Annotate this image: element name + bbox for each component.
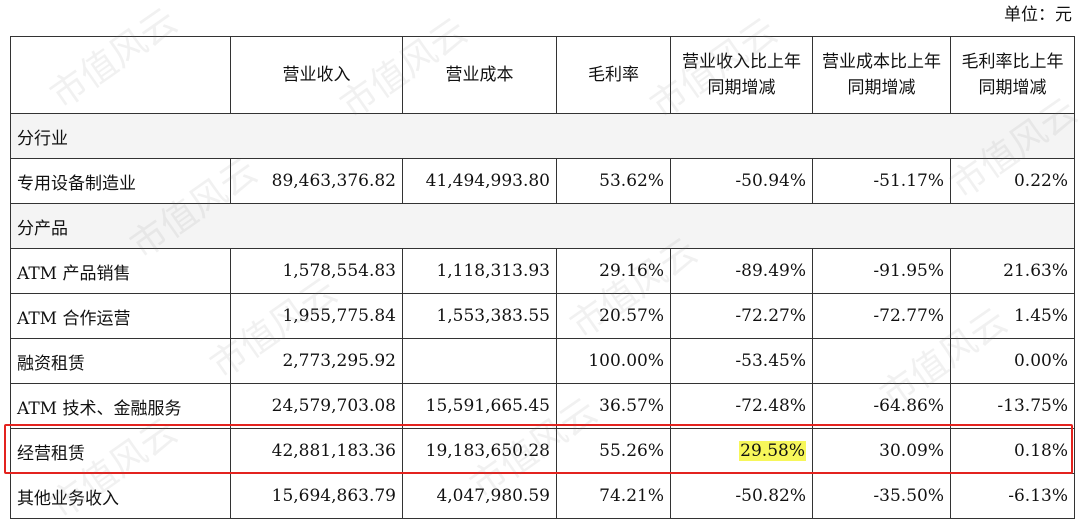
cell-cost-yoy: -91.95% bbox=[812, 248, 951, 294]
unit-note: 单位：元 bbox=[1004, 5, 1072, 25]
cell-revenue-yoy: 29.58% bbox=[670, 428, 813, 474]
header-cell-revenue: 营业收入 bbox=[230, 36, 403, 114]
table-row: 其他业务收入 15,694,863.79 4,047,980.59 74.21%… bbox=[10, 473, 1075, 519]
cell-cost-yoy: -35.50% bbox=[812, 473, 951, 519]
section-title: 分行业 bbox=[10, 113, 1075, 159]
cell-revenue-yoy: -72.48% bbox=[670, 383, 813, 429]
cell-gross-margin: 20.57% bbox=[556, 293, 671, 339]
cell-revenue-yoy: -72.27% bbox=[670, 293, 813, 339]
cell-cost: 41,494,993.80 bbox=[402, 158, 557, 204]
cell-cost: 4,047,980.59 bbox=[402, 473, 557, 519]
highlighted-value: 29.58% bbox=[739, 441, 806, 461]
row-label: 专用设备制造业 bbox=[10, 158, 231, 204]
header-cell-cost-yoy: 营业成本比上年同期增减 bbox=[812, 36, 951, 114]
row-label: 融资租赁 bbox=[10, 338, 231, 384]
cell-gross-margin: 36.57% bbox=[556, 383, 671, 429]
cell-margin-yoy: 1.45% bbox=[950, 293, 1075, 339]
cell-margin-yoy: -13.75% bbox=[950, 383, 1075, 429]
section-row-product: 分产品 bbox=[10, 203, 1075, 249]
cell-cost-yoy: 30.09% bbox=[812, 428, 951, 474]
cell-margin-yoy: 21.63% bbox=[950, 248, 1075, 294]
header-cell-label bbox=[10, 36, 231, 114]
cell-revenue: 2,773,295.92 bbox=[230, 338, 403, 384]
cell-margin-yoy: 0.18% bbox=[950, 428, 1075, 474]
section-title: 分产品 bbox=[10, 203, 1075, 249]
cell-revenue: 1,955,775.84 bbox=[230, 293, 403, 339]
cell-revenue-yoy: -50.94% bbox=[670, 158, 813, 204]
cell-margin-yoy: 0.00% bbox=[950, 338, 1075, 384]
cell-cost: 19,183,650.28 bbox=[402, 428, 557, 474]
cell-cost: 1,118,313.93 bbox=[402, 248, 557, 294]
section-row-industry: 分行业 bbox=[10, 113, 1075, 159]
cell-margin-yoy: 0.22% bbox=[950, 158, 1075, 204]
table-row: 专用设备制造业 89,463,376.82 41,494,993.80 53.6… bbox=[10, 158, 1075, 204]
header-row: 营业收入 营业成本 毛利率 营业收入比上年同期增减 营业成本比上年同期增减 毛利… bbox=[10, 36, 1075, 114]
cell-revenue: 1,578,554.83 bbox=[230, 248, 403, 294]
cell-cost-yoy: -51.17% bbox=[812, 158, 951, 204]
cell-gross-margin: 53.62% bbox=[556, 158, 671, 204]
cell-margin-yoy: -6.13% bbox=[950, 473, 1075, 519]
cell-revenue: 42,881,183.36 bbox=[230, 428, 403, 474]
cell-cost-yoy bbox=[812, 338, 951, 384]
row-label: 其他业务收入 bbox=[10, 473, 231, 519]
header-cell-gross-margin: 毛利率 bbox=[556, 36, 671, 114]
cell-cost: 1,553,383.55 bbox=[402, 293, 557, 339]
cell-revenue: 89,463,376.82 bbox=[230, 158, 403, 204]
cell-revenue-yoy: -50.82% bbox=[670, 473, 813, 519]
header-cell-cost: 营业成本 bbox=[402, 36, 557, 114]
row-label: 经营租赁 bbox=[10, 428, 231, 474]
cell-revenue-yoy: -53.45% bbox=[670, 338, 813, 384]
cell-cost: 15,591,665.45 bbox=[402, 383, 557, 429]
row-label: ATM 产品销售 bbox=[10, 248, 231, 294]
table-row: ATM 产品销售 1,578,554.83 1,118,313.93 29.16… bbox=[10, 248, 1075, 294]
cell-gross-margin: 100.00% bbox=[556, 338, 671, 384]
cell-cost-yoy: -64.86% bbox=[812, 383, 951, 429]
header-cell-revenue-yoy: 营业收入比上年同期增减 bbox=[670, 36, 813, 114]
financial-table: 营业收入 营业成本 毛利率 营业收入比上年同期增减 营业成本比上年同期增减 毛利… bbox=[10, 36, 1075, 519]
row-label: ATM 合作运营 bbox=[10, 293, 231, 339]
table-row: ATM 合作运营 1,955,775.84 1,553,383.55 20.57… bbox=[10, 293, 1075, 339]
cell-gross-margin: 29.16% bbox=[556, 248, 671, 294]
cell-revenue-yoy: -89.49% bbox=[670, 248, 813, 294]
cell-revenue: 15,694,863.79 bbox=[230, 473, 403, 519]
row-label: ATM 技术、金融服务 bbox=[10, 383, 231, 429]
header-cell-margin-yoy: 毛利率比上年同期增减 bbox=[950, 36, 1075, 114]
table-row: 融资租赁 2,773,295.92 100.00% -53.45% 0.00% bbox=[10, 338, 1075, 384]
cell-gross-margin: 55.26% bbox=[556, 428, 671, 474]
table-row-highlighted: 经营租赁 42,881,183.36 19,183,650.28 55.26% … bbox=[10, 428, 1075, 474]
cell-revenue: 24,579,703.08 bbox=[230, 383, 403, 429]
cell-gross-margin: 74.21% bbox=[556, 473, 671, 519]
table-row: ATM 技术、金融服务 24,579,703.08 15,591,665.45 … bbox=[10, 383, 1075, 429]
cell-cost-yoy: -72.77% bbox=[812, 293, 951, 339]
cell-cost bbox=[402, 338, 557, 384]
